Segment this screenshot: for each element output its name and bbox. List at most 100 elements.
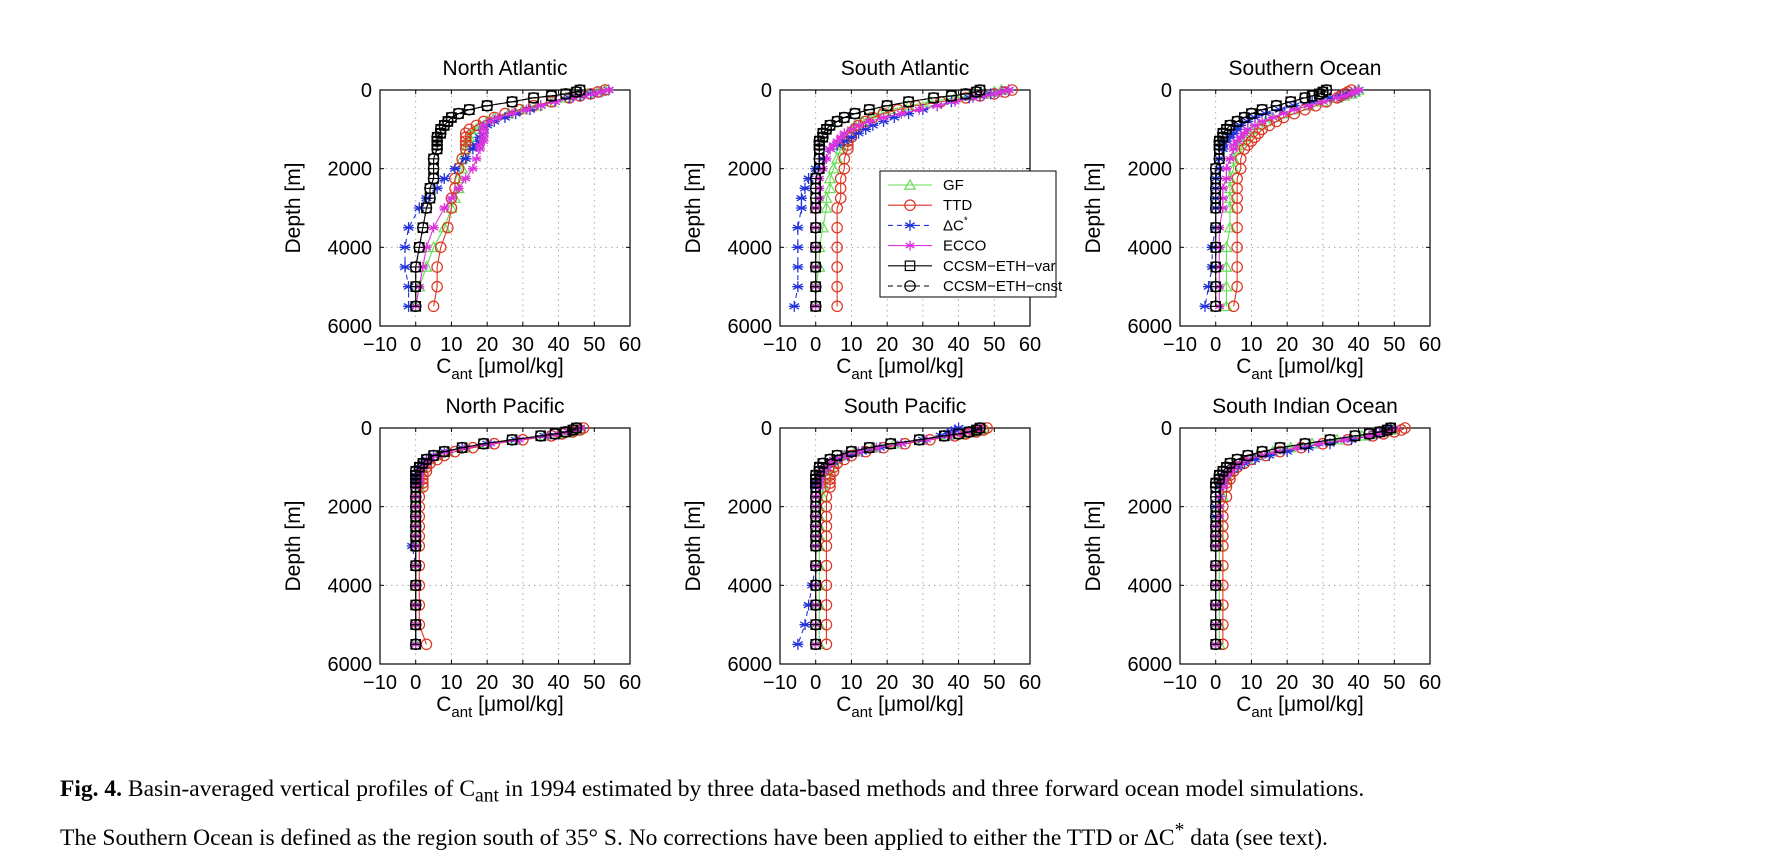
data-point [795,192,807,204]
data-point [1299,103,1311,116]
data-point [863,441,876,454]
data-point [1346,88,1357,99]
x-tick-label: 0 [810,334,821,356]
data-point [1199,300,1211,312]
data-point [1209,540,1222,552]
x-tick-label: 0 [410,672,421,694]
panel-south-pacific: South Pacific −10 0 10 20 30 40 50 60 0 2000 4000 60… [682,395,1041,720]
data-point [1227,300,1240,313]
data-point [1203,281,1215,293]
data-point [1242,449,1254,462]
plot-frame [379,89,631,327]
data-point [459,139,472,151]
data-point [514,434,525,445]
data-point [1231,221,1243,234]
data-point [478,136,489,147]
data-point [809,559,822,572]
y-tick-label: 6000 [1128,316,1173,338]
x-tick-label: 40 [547,334,569,356]
y-tick-label: 2000 [728,497,773,519]
data-point [1217,193,1228,204]
x-tick-label: 0 [410,334,421,356]
data-point [559,88,572,100]
data-point [1363,428,1376,440]
data-point [821,153,832,164]
data-point [409,540,422,552]
data-point [431,261,443,273]
x-tick-label: 60 [1419,672,1441,694]
x-tick-label: 50 [1383,334,1405,356]
panel-southern-ocean: Southern Ocean −10 0 10 20 30 40 50 60 0 2000 4000 6… [1082,57,1441,383]
x-tick-label: 30 [512,672,534,694]
data-point [442,221,454,234]
data-point [1263,450,1275,462]
data-point [403,281,415,293]
data-point [534,430,547,442]
data-point [853,127,865,139]
data-point [1209,261,1222,273]
data-point [431,143,443,155]
data-point [570,86,583,98]
x-tick-label: 30 [912,672,934,694]
data-point [896,108,907,119]
data-point [417,262,428,272]
legend-label: CCSM−ETH−var [943,258,1056,275]
data-point [417,221,429,234]
x-tick-label: −10 [763,672,797,694]
data-point [952,428,965,440]
data-point [827,162,840,174]
data-point [427,300,440,313]
data-point [420,202,433,214]
legend-label: TTD [943,197,972,214]
data-point [596,86,607,97]
data-point [492,112,503,123]
data-point [1209,300,1222,313]
data-point [459,127,472,140]
data-point [485,438,496,449]
data-point [863,103,876,116]
data-point [424,192,436,204]
x-tick-label: 20 [476,672,498,694]
plot-area [792,421,993,651]
data-point [809,638,822,651]
x-tick-label: −10 [763,334,797,356]
caption-text-2: in 1994 estimated by three data-based me… [498,776,1365,802]
data-point [477,437,490,450]
x-tick-label: 30 [1312,672,1334,694]
figure-caption: Fig. 4. Basin-averaged vertical profiles… [60,772,1750,855]
x-axis-label: Cant [μmol/kg] [836,355,964,383]
data-point [475,144,485,154]
data-point [1209,202,1222,214]
y-tick-label: 4000 [328,575,373,597]
x-tick-label: −10 [363,334,397,356]
data-point [409,300,422,313]
x-tick-label: 60 [1019,334,1041,356]
y-tick-label: 2000 [1128,159,1173,181]
plot-area [399,83,615,313]
data-point [831,280,843,293]
x-tick-label: 20 [1276,672,1298,694]
data-point [888,112,900,124]
y-axis-label: Depth [m] [682,500,705,591]
data-point [1257,116,1268,127]
data-point [809,300,822,313]
y-tick-label: 0 [361,80,372,102]
data-point [839,128,850,139]
data-point [1381,424,1393,436]
data-point [809,579,822,592]
panel-title: Southern Ocean [1229,57,1382,80]
series-line [433,89,606,307]
data-point [825,144,835,154]
data-point [603,85,614,95]
data-point [413,241,426,254]
data-point [1228,144,1239,154]
data-point [831,241,843,254]
x-tick-label: 0 [1210,672,1221,694]
data-point [409,280,422,293]
data-point [409,599,422,611]
panel-title: North Atlantic [443,57,568,80]
data-point [467,143,479,155]
data-point [809,261,822,273]
x-tick-label: 40 [547,672,569,694]
data-point [1209,559,1222,572]
